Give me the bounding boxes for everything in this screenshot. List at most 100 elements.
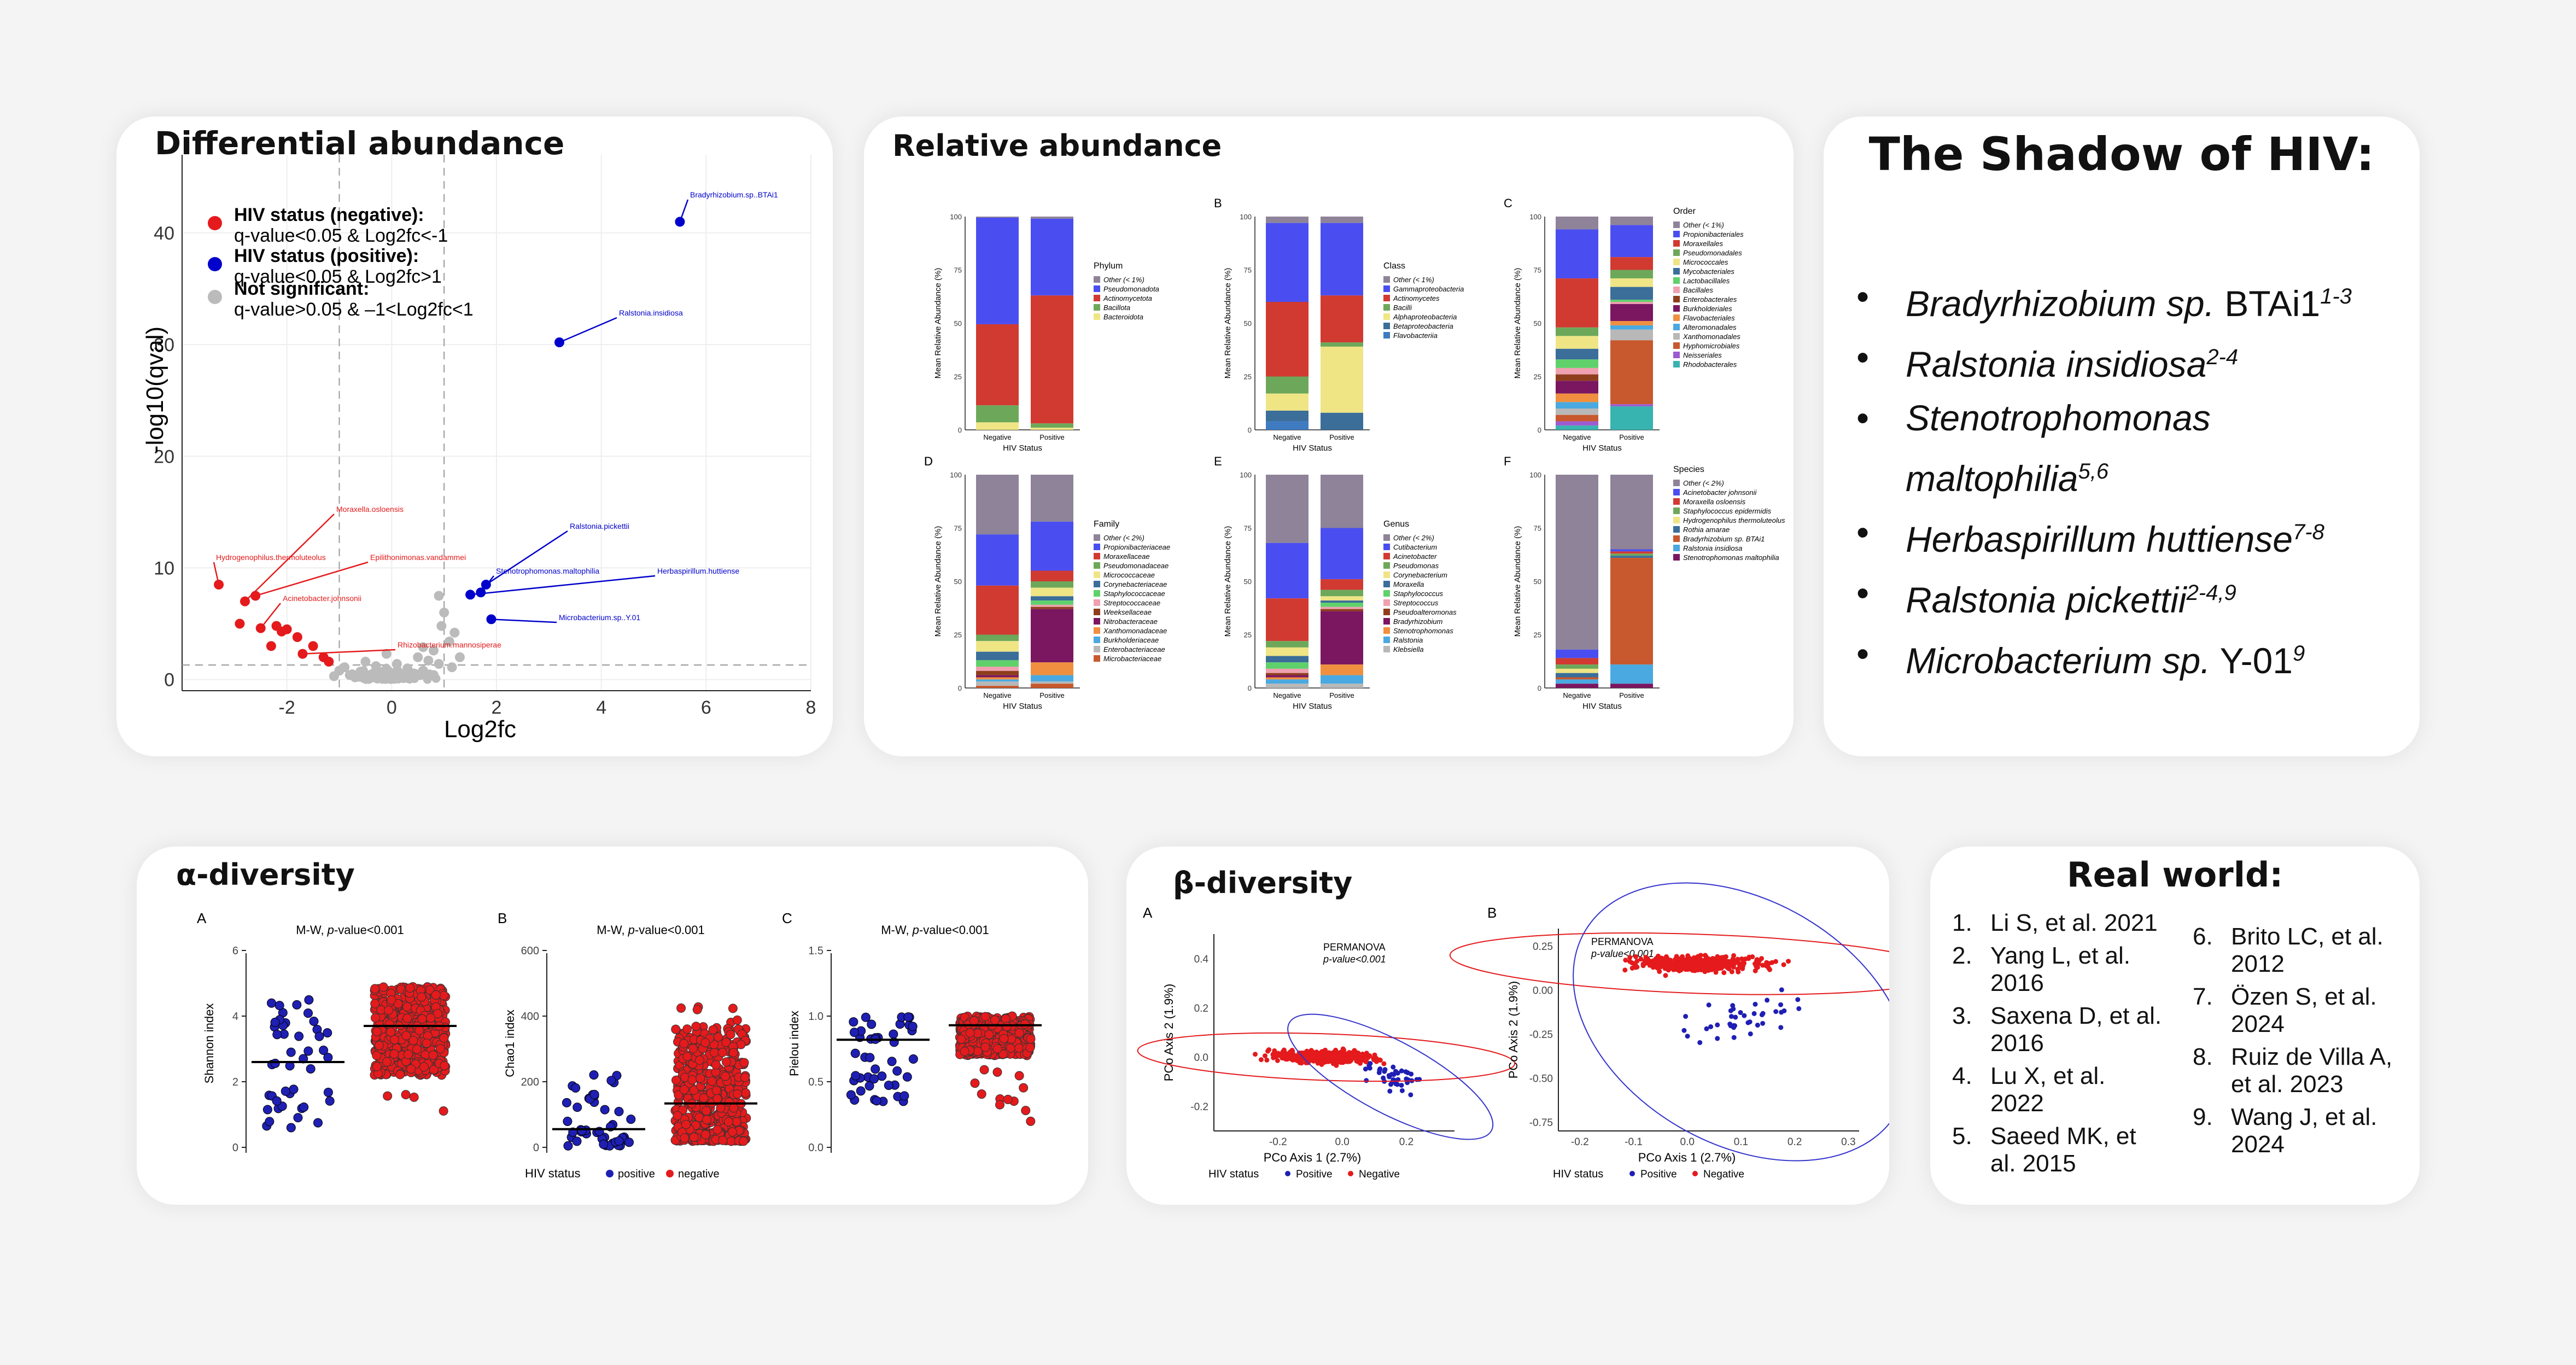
- data-point: [434, 659, 444, 669]
- data-point: [716, 1103, 726, 1113]
- legend-label: Other (< 1%): [1393, 276, 1434, 284]
- bar-segment: [1556, 217, 1598, 230]
- data-point: [700, 1130, 710, 1140]
- legend-label: Corynebacteriaceae: [1103, 580, 1167, 588]
- legend-label: Moraxella: [1393, 580, 1424, 588]
- legend-swatch: [208, 257, 222, 271]
- bar-segment: [976, 217, 1019, 218]
- data-point: [1272, 1048, 1277, 1053]
- data-point: [1678, 964, 1683, 970]
- data-point: [1336, 1054, 1342, 1060]
- bar-segment: [1610, 302, 1653, 304]
- reference-text: Lu X, et al. 2022: [1990, 1063, 2106, 1117]
- data-point: [1356, 1051, 1361, 1056]
- data-point: [308, 641, 318, 651]
- data-point: [1721, 954, 1727, 960]
- alpha-diversity-panel: α-diversity A M-W, p-value<0.001 0 2 4 6 Shann…: [137, 847, 1088, 1205]
- y-tick-label: 0: [164, 670, 174, 691]
- data-point: [390, 674, 399, 683]
- bar-segment: [1031, 570, 1073, 581]
- bar-segment: [1556, 393, 1598, 402]
- data-point: [265, 1117, 274, 1127]
- citation: 1-3: [2320, 284, 2352, 308]
- data-point: [1778, 1025, 1784, 1030]
- bar-segment: [1031, 217, 1073, 219]
- species-name: maltophilia: [1906, 458, 2078, 499]
- bar-segment: [1266, 656, 1309, 663]
- legend-label: Acinetobacter johnsonii: [1683, 488, 1757, 497]
- data-point: [395, 1070, 405, 1080]
- legend-swatch: [1629, 1171, 1635, 1176]
- data-point: [1026, 1116, 1036, 1126]
- data-point: [849, 1017, 858, 1027]
- data-point: [297, 649, 308, 659]
- data-point: [589, 1070, 599, 1080]
- bar-segment: [1610, 270, 1653, 279]
- data-point: [728, 1004, 738, 1013]
- legend-label: Xanthomonadaceae: [1103, 627, 1167, 635]
- data-point: [1014, 1028, 1024, 1038]
- legend-label: Betaproteobacteria: [1393, 322, 1453, 330]
- x-tick-label: 4: [596, 697, 606, 718]
- legend-label: Rhodobacterales: [1683, 360, 1737, 369]
- data-point: [1778, 1002, 1784, 1007]
- y-axis-label: Mean Relative Abundance (%): [1513, 526, 1522, 637]
- data-point: [692, 1005, 702, 1014]
- data-point: [979, 1065, 989, 1075]
- bar-segment: [1031, 681, 1073, 684]
- data-point: [1408, 1092, 1413, 1098]
- x-tick-label: Negative: [1563, 433, 1591, 441]
- data-point: [292, 632, 302, 642]
- data-point: [1698, 953, 1703, 958]
- data-point: [304, 995, 314, 1005]
- data-point: [1021, 1106, 1031, 1116]
- data-point: [732, 1015, 742, 1025]
- x-tick-label: 0.0: [1335, 1136, 1349, 1148]
- label-connector: [470, 575, 656, 596]
- bar-segment: [1321, 342, 1363, 347]
- bar-segment: [1556, 336, 1598, 349]
- data-point: [348, 669, 357, 678]
- bar-segment: [1266, 668, 1309, 673]
- legend-swatch: [1094, 562, 1100, 569]
- data-point: [1773, 959, 1778, 964]
- species-list-item: Microbacterium sp. Y-019: [1856, 627, 2352, 687]
- citation: 5,6: [2078, 459, 2109, 483]
- legend-swatch: [1094, 571, 1100, 578]
- data-point: [573, 1102, 582, 1112]
- label-connector: [559, 317, 617, 343]
- legend-swatch: [1673, 342, 1680, 349]
- data-point: [721, 1057, 731, 1067]
- y-tick-label: 0.4: [1194, 954, 1209, 965]
- y-tick-label: 0: [232, 1142, 238, 1154]
- data-point: [908, 1054, 918, 1064]
- legend-swatch: [1383, 609, 1390, 615]
- y-axis-label: Mean Relative Abundance (%): [933, 526, 943, 637]
- x-tick-label: Positive: [1619, 691, 1644, 699]
- bar-segment: [1321, 611, 1363, 665]
- data-point: [323, 1087, 333, 1097]
- bar-segment: [1321, 609, 1363, 611]
- data-point: [309, 1016, 319, 1026]
- legend-label: Bradyrhizobium sp. BTAi1: [1683, 535, 1765, 543]
- data-point: [272, 1096, 282, 1106]
- legend-swatch: [1383, 599, 1390, 606]
- data-point: [1014, 1071, 1024, 1081]
- y-tick-label: 600: [521, 945, 539, 957]
- data-point: [1341, 1055, 1346, 1060]
- legend-label: Positive: [1640, 1169, 1677, 1180]
- legend-swatch: [1692, 1171, 1698, 1176]
- data-point: [1330, 1054, 1335, 1059]
- reference-text: Özen S, et al. 2024: [2231, 983, 2377, 1037]
- data-point: [1655, 955, 1660, 961]
- reference-number: 7.: [2193, 983, 2213, 1010]
- y-axis-label: Mean Relative Abundance (%): [933, 268, 943, 379]
- legend-label: Moraxella osloensis: [1683, 498, 1746, 506]
- label-connector: [679, 199, 689, 222]
- y-tick-label: 75: [1534, 524, 1541, 533]
- legend-swatch: [1673, 268, 1680, 275]
- legend-swatch: [1383, 618, 1390, 625]
- legend-label: Pseudomonas: [1393, 562, 1439, 570]
- data-point: [372, 1061, 382, 1071]
- y-tick-label: -0.2: [1190, 1101, 1208, 1113]
